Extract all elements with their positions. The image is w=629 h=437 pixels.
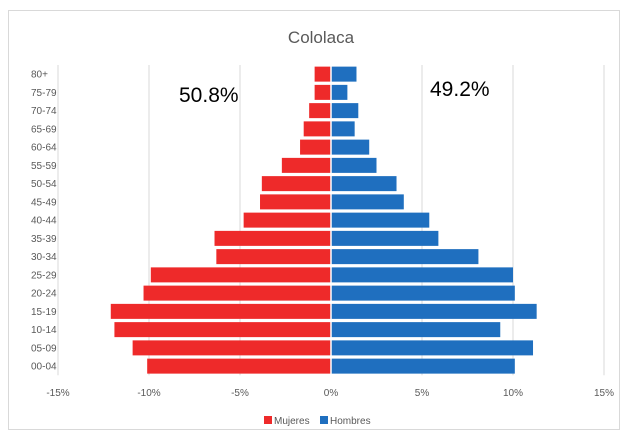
bar-hombres-35-39 xyxy=(331,230,439,246)
category-label: 50-54 xyxy=(31,179,57,190)
bar-hombres-00-04 xyxy=(331,358,515,374)
x-tick-label: 10% xyxy=(503,388,523,399)
x-tick-label: -10% xyxy=(137,388,160,399)
category-label: 45-49 xyxy=(31,197,57,208)
category-label: 40-44 xyxy=(31,216,57,227)
category-label: 70-74 xyxy=(31,106,57,117)
category-label: 55-59 xyxy=(31,161,57,172)
bar-hombres-25-29 xyxy=(331,267,513,283)
annotation-mujeres-percent: 50.8% xyxy=(179,84,239,107)
legend-label-hombres: Hombres xyxy=(330,416,371,427)
x-tick-label: 15% xyxy=(594,388,614,399)
bar-mujeres-60-64 xyxy=(300,139,331,155)
bar-hombres-15-19 xyxy=(331,303,537,319)
chart-title: Cololaca xyxy=(288,28,355,47)
x-tick-labels: -15% -10% -5% 0% 5% 10% 15% xyxy=(46,388,614,399)
annotation-hombres-percent: 49.2% xyxy=(430,78,490,101)
bar-mujeres-65-69 xyxy=(303,121,331,137)
gridlines xyxy=(57,65,605,376)
x-tick-label: 5% xyxy=(415,388,430,399)
bar-mujeres-05-09 xyxy=(132,340,331,356)
x-tick-label: -15% xyxy=(46,388,69,399)
bar-mujeres-35-39 xyxy=(214,230,331,246)
bars xyxy=(110,66,537,374)
bar-hombres-30-34 xyxy=(331,249,479,265)
bar-mujeres-00-04 xyxy=(147,358,331,374)
category-label: 20-24 xyxy=(31,289,57,300)
category-label: 00-04 xyxy=(31,362,57,373)
bar-hombres-50-54 xyxy=(331,176,397,192)
x-tick-label: -5% xyxy=(231,388,249,399)
legend-label-mujeres: Mujeres xyxy=(274,416,310,427)
bar-mujeres-15-19 xyxy=(110,303,331,319)
bar-mujeres-80+ xyxy=(314,66,331,82)
category-label: 25-29 xyxy=(31,270,57,281)
bar-mujeres-40-44 xyxy=(243,212,331,228)
bar-mujeres-20-24 xyxy=(143,285,331,301)
bar-hombres-20-24 xyxy=(331,285,515,301)
bar-hombres-40-44 xyxy=(331,212,430,228)
category-label: 05-09 xyxy=(31,343,57,354)
bar-mujeres-25-29 xyxy=(150,267,331,283)
population-pyramid-chart: 00-04 05-09 10-14 15-19 20-24 25-29 30-34 35-39… xyxy=(31,28,614,427)
legend-swatch-hombres xyxy=(320,416,328,424)
bar-hombres-60-64 xyxy=(331,139,370,155)
bar-hombres-10-14 xyxy=(331,322,501,338)
chart-frame: 00-04 05-09 10-14 15-19 20-24 25-29 30-34 35-39… xyxy=(8,10,620,430)
bar-hombres-70-74 xyxy=(331,103,359,119)
bar-mujeres-10-14 xyxy=(114,322,331,338)
bar-mujeres-30-34 xyxy=(216,249,331,265)
category-label: 10-14 xyxy=(31,325,57,336)
category-label: 60-64 xyxy=(31,143,57,154)
category-label: 15-19 xyxy=(31,307,57,318)
bar-hombres-55-59 xyxy=(331,157,377,173)
legend: Mujeres Hombres xyxy=(264,416,371,427)
bar-mujeres-50-54 xyxy=(261,176,331,192)
bar-mujeres-70-74 xyxy=(309,103,331,119)
category-label: 80+ xyxy=(31,70,48,81)
legend-swatch-mujeres xyxy=(264,416,272,424)
x-tick-label: 0% xyxy=(324,388,339,399)
category-label: 75-79 xyxy=(31,88,57,99)
category-labels: 00-04 05-09 10-14 15-19 20-24 25-29 30-34 35-39… xyxy=(31,70,57,373)
bar-mujeres-75-79 xyxy=(314,84,331,100)
category-label: 30-34 xyxy=(31,252,57,263)
bar-mujeres-55-59 xyxy=(281,157,331,173)
bar-mujeres-45-49 xyxy=(260,194,331,210)
category-label: 35-39 xyxy=(31,234,57,245)
bar-hombres-65-69 xyxy=(331,121,355,137)
bar-hombres-05-09 xyxy=(331,340,534,356)
bar-hombres-75-79 xyxy=(331,84,348,100)
category-label: 65-69 xyxy=(31,124,57,135)
bar-hombres-80+ xyxy=(331,66,357,82)
bar-hombres-45-49 xyxy=(331,194,404,210)
